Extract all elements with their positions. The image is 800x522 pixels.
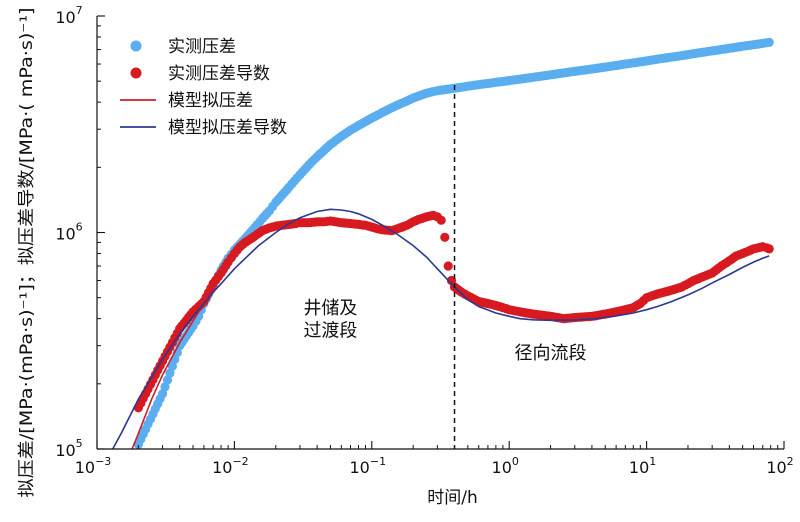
- x-tick-label: 102: [766, 455, 793, 477]
- x-tick-label: 10−3: [75, 455, 112, 477]
- legend-label: 模型拟压差导数: [168, 118, 287, 138]
- data-point: [440, 232, 450, 242]
- series-0: [133, 37, 774, 449]
- stage-annotation: 径向流段: [515, 343, 587, 364]
- data-point: [764, 244, 774, 254]
- x-axis-title: 时间/h: [427, 488, 478, 508]
- y-axis-title: 拟压差/[MPa·(mPa·s)⁻¹]；拟压差导数/[MPa·( mPa·s)⁻…: [17, 7, 37, 497]
- x-tick-label: 101: [629, 455, 656, 477]
- x-tick-label: 100: [492, 455, 519, 477]
- data-point: [162, 375, 173, 385]
- legend-label: 实测压差: [168, 37, 236, 57]
- legend-label: 实测压差导数: [168, 64, 270, 84]
- y-tick-label: 105: [55, 437, 82, 460]
- legend-label: 模型拟压差: [168, 91, 253, 111]
- data-layer: [111, 37, 774, 449]
- stage-annotation: 井储及: [303, 298, 357, 319]
- series-line: [131, 241, 246, 449]
- legend-marker: [130, 40, 142, 52]
- tick-layer: 10−3 10−2 10−1 100 101 102 105 106 107: [55, 4, 793, 477]
- series-3: [111, 208, 770, 449]
- x-tick-label: 10−1: [350, 455, 387, 477]
- series-2: [131, 241, 246, 449]
- data-point: [167, 361, 177, 371]
- y-tick-label: 106: [55, 221, 82, 244]
- data-point: [764, 37, 774, 48]
- data-point: [160, 382, 170, 392]
- stage-annotation: 过渡段: [303, 321, 357, 342]
- series-line: [111, 208, 770, 449]
- legend-marker: [130, 67, 142, 79]
- data-point: [436, 215, 446, 225]
- x-tick-label: 10−2: [212, 455, 249, 477]
- y-tick-label: 107: [55, 4, 82, 27]
- data-point: [443, 261, 453, 271]
